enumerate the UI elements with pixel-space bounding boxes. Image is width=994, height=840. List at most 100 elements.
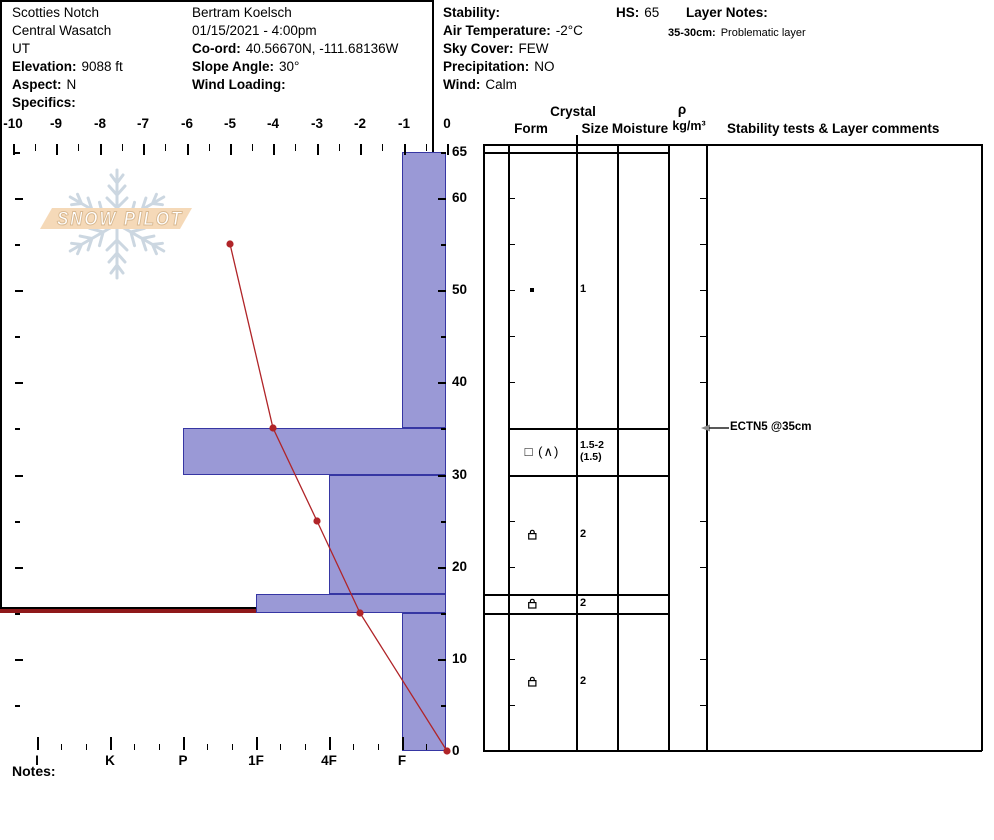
table-depth-tick xyxy=(508,659,515,661)
layer-boundary-line xyxy=(508,475,668,477)
padlock-grain-icon xyxy=(527,529,538,541)
temp-axis-major-tick xyxy=(143,144,145,155)
temp-axis-minor-tick xyxy=(295,144,296,151)
site-aspect: Aspect: N xyxy=(12,77,77,92)
hardness-axis-minor-tick xyxy=(426,744,427,750)
table-depth-tick xyxy=(700,244,707,246)
wind: Wind: Calm xyxy=(443,77,517,92)
precipitation: Precipitation: NO xyxy=(443,59,555,74)
temp-axis-label: -10 xyxy=(3,116,23,131)
table-column-line xyxy=(981,144,983,751)
snow-height: HS: 65 xyxy=(616,5,660,20)
temp-axis-label: -6 xyxy=(180,116,193,131)
site-name: Scotties Notch xyxy=(12,5,100,20)
observation-date: 01/15/2021 - 4:00pm xyxy=(192,23,317,38)
temperature-point xyxy=(443,747,451,755)
table-depth-tick xyxy=(700,336,707,338)
depth-left-tick xyxy=(15,244,20,246)
crystal-size-value: 1 xyxy=(580,283,587,295)
depth-axis-tick xyxy=(438,290,446,292)
depth-left-tick xyxy=(15,475,23,477)
depth-axis-label: 30 xyxy=(452,467,468,482)
depth-left-tick xyxy=(15,428,20,430)
table-column-line xyxy=(483,144,485,751)
temp-axis-label: 0 xyxy=(443,116,451,131)
hardness-axis-label: I xyxy=(35,753,39,768)
table-depth-tick xyxy=(508,244,515,246)
hardness-axis-label: K xyxy=(105,753,115,768)
depth-axis-tick xyxy=(441,152,446,154)
hardness-axis-major-tick xyxy=(329,737,331,750)
wind-loading: Wind Loading: xyxy=(192,77,286,92)
layer-bar xyxy=(402,613,446,751)
notes-label: Notes: xyxy=(12,763,56,779)
table-depth-tick xyxy=(700,705,707,707)
hardness-axis-minor-tick xyxy=(232,744,233,750)
depth-axis-tick xyxy=(441,244,446,246)
site-elevation: Elevation: 9088 ft xyxy=(12,59,123,74)
temperature-point xyxy=(313,517,321,525)
table-column-line xyxy=(576,144,578,751)
sky-cover: Sky Cover: FEW xyxy=(443,41,549,56)
air-temperature: Air Temperature: -2°C xyxy=(443,23,583,38)
hardness-axis-minor-tick xyxy=(280,744,281,750)
hardness-axis-minor-tick xyxy=(159,744,160,750)
temp-axis-minor-tick xyxy=(382,144,383,151)
table-depth-tick xyxy=(700,198,707,200)
temp-axis-major-tick xyxy=(230,144,232,155)
site-state: UT xyxy=(12,41,30,56)
temperature-point xyxy=(269,424,277,432)
crystal-size-value: 2 xyxy=(580,675,587,687)
temp-axis-major-tick xyxy=(447,144,449,155)
depth-left-tick xyxy=(15,521,20,523)
site-region: Central Wasatch xyxy=(12,23,112,38)
depth-axis-tick xyxy=(441,336,446,338)
temp-axis-minor-tick xyxy=(426,144,427,151)
temp-axis-label: -8 xyxy=(93,116,106,131)
depth-axis-tick xyxy=(441,521,446,523)
crystal-size-secondary: (1.5) xyxy=(580,451,602,463)
table-top-border xyxy=(483,144,982,146)
temp-axis-major-tick xyxy=(100,144,102,155)
layer-boundary-line xyxy=(508,428,668,430)
depth-left-tick xyxy=(15,198,23,200)
hardness-axis-minor-tick xyxy=(305,744,306,750)
temp-axis-minor-tick xyxy=(209,144,210,151)
hardness-axis-major-tick xyxy=(37,737,39,750)
depth-axis-label: 50 xyxy=(452,282,468,297)
temp-axis-minor-tick xyxy=(165,144,166,151)
depth-axis-label: 40 xyxy=(452,374,468,389)
table-depth-tick xyxy=(700,290,707,292)
hardness-axis-major-tick xyxy=(256,737,258,750)
hardness-axis-label: P xyxy=(178,753,188,768)
depth-axis-label: 10 xyxy=(452,651,468,666)
problematic-layer-line xyxy=(0,609,264,613)
temp-axis-major-tick xyxy=(187,144,189,155)
layer-bar xyxy=(329,475,446,594)
table-depth-tick xyxy=(700,382,707,384)
temp-axis-label: -7 xyxy=(136,116,149,131)
crystal-size-value: 1.5-2 xyxy=(580,439,604,451)
crystal-header-divider xyxy=(576,135,578,144)
site-specifics: Specifics: xyxy=(12,95,76,110)
depth-left-tick xyxy=(15,567,23,569)
table-depth-tick xyxy=(508,705,515,707)
hardness-axis-minor-tick xyxy=(61,744,62,750)
temp-axis-major-tick xyxy=(360,144,362,155)
table-bottom-border xyxy=(483,750,982,752)
depth-axis-tick xyxy=(441,428,446,430)
layer-boundary-line xyxy=(483,613,668,615)
table-column-line xyxy=(617,144,619,751)
table-depth-tick xyxy=(508,567,515,569)
hardness-axis-label: 4F xyxy=(321,753,337,768)
table-column-line xyxy=(706,144,708,751)
temp-axis-label: -3 xyxy=(310,116,323,131)
temp-axis-minor-tick xyxy=(339,144,340,151)
hardness-axis-major-tick xyxy=(110,737,112,750)
dot-grain-icon xyxy=(530,288,534,292)
temp-axis-label: -2 xyxy=(353,116,366,131)
layer-boundary-line xyxy=(483,152,668,154)
depth-left-tick xyxy=(15,152,20,154)
